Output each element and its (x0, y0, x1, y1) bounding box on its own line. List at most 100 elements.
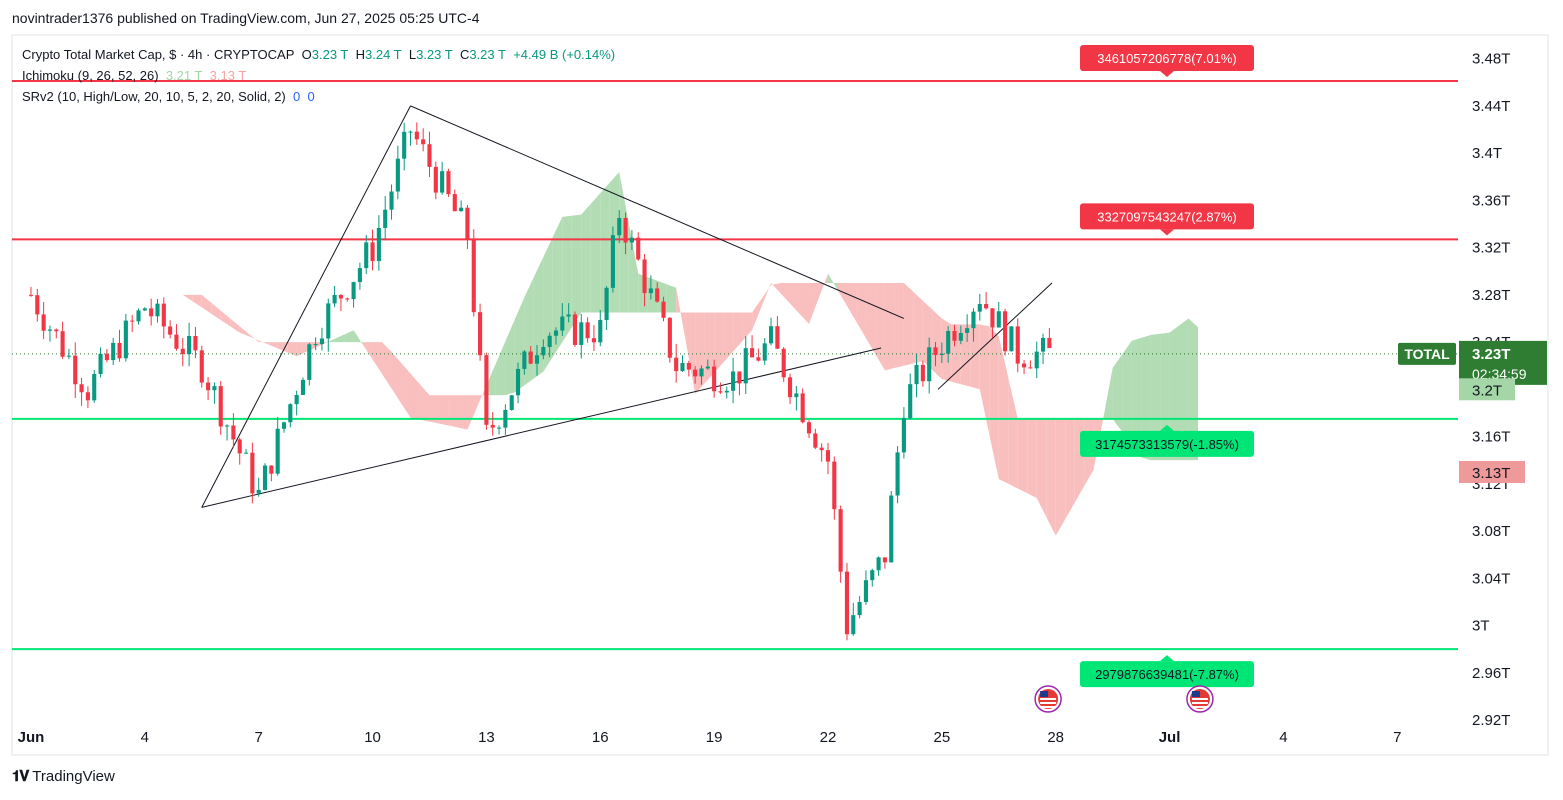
candle-body (572, 314, 578, 345)
cloud-bear-segment (856, 283, 866, 339)
candle-body (28, 294, 34, 296)
candle (123, 313, 128, 362)
trendline[interactable] (937, 282, 1053, 390)
candle-body (731, 371, 736, 391)
publisher-line: novintrader1376 published on TradingView… (12, 10, 480, 26)
us-flag-icon[interactable] (1186, 685, 1214, 713)
cloud-bear-segment (837, 283, 847, 306)
price-badge: 3.2T (1459, 378, 1515, 401)
candle-body (768, 326, 774, 344)
candle (876, 556, 881, 576)
candle (705, 359, 710, 370)
candle (503, 404, 508, 435)
candle (737, 371, 742, 396)
cloud-bear-segment (809, 283, 819, 324)
candle-body (142, 308, 147, 311)
cloud-bear-segment (192, 294, 202, 308)
cloud-bear-segment (932, 309, 942, 380)
candle (376, 215, 381, 271)
cloud-bull-segment (344, 330, 354, 343)
candle-body (338, 295, 343, 299)
candle (889, 490, 894, 563)
candle (908, 373, 913, 420)
symbol-badge-text: TOTAL (1404, 346, 1450, 362)
cloud-bear-segment (704, 312, 715, 384)
trendline[interactable] (201, 105, 411, 508)
time-axis[interactable]: Jun 4 7 10 13 16 19 22 25 28 Jul 4 7 (18, 729, 1402, 746)
cloud-bear-segment (865, 283, 876, 355)
x-tick-label: 13 (478, 729, 495, 746)
candle (149, 298, 154, 326)
level-label-arrow (1160, 229, 1174, 236)
x-tick-label: 4 (141, 729, 149, 746)
cloud-bull-segment (1169, 325, 1180, 461)
x-tick-label: 7 (255, 729, 263, 746)
candle-body (307, 344, 312, 380)
candle (218, 381, 223, 435)
cloud-bull-segment (552, 216, 563, 357)
candle (661, 296, 666, 322)
candle-body (977, 304, 982, 312)
cloud-bear-segment (410, 373, 420, 420)
symbol-name: Crypto Total Market Cap, $ · 4h · CRYPTO… (22, 47, 295, 62)
candle-body (844, 571, 850, 635)
cloud-bear-segment (211, 302, 221, 321)
cloud-bull-segment (1150, 333, 1161, 461)
legend-symbol-row[interactable]: Crypto Total Market Cap, $ · 4h · CRYPTO… (22, 44, 615, 65)
candle-body (193, 335, 198, 351)
candle-body (927, 347, 932, 382)
candle-body (218, 386, 223, 427)
legend-srv2-row[interactable]: SRv2 (10, High/Low, 20, 10, 5, 2, 20, So… (22, 86, 615, 107)
legend-ichimoku-row[interactable]: Ichimoku (9, 26, 52, 26) 3.21 T 3.13 T (22, 65, 615, 86)
candle (98, 347, 103, 378)
us-flag-icon[interactable] (1034, 685, 1062, 713)
candle (433, 161, 438, 200)
candle-body (870, 570, 875, 581)
candle-body (1028, 367, 1033, 369)
x-tick-label: 4 (1279, 729, 1287, 746)
candle-body (528, 351, 533, 364)
candle-body (832, 461, 837, 510)
cloud-bear-segment (733, 312, 743, 352)
ichimoku-value-2: 3.13 T (209, 68, 247, 83)
candle (566, 303, 571, 323)
candle (130, 314, 135, 333)
candle (882, 557, 887, 569)
cloud-bear-segment (970, 324, 980, 390)
candle-body (939, 353, 944, 355)
level-label-text: 3461057206778(7.01%) (1097, 51, 1237, 66)
trendline[interactable] (410, 105, 905, 319)
candle-body (509, 395, 514, 410)
candle (262, 463, 268, 491)
trendline[interactable] (201, 347, 882, 508)
candle-body (901, 418, 906, 453)
candle (326, 298, 331, 352)
tv-brand-text: TradingView (32, 768, 115, 785)
candle (66, 348, 71, 360)
tradingview-logo[interactable]: 𝟏𝐕 TradingView (12, 768, 115, 785)
candle-body (262, 465, 268, 490)
high-value: 3.24 T (365, 47, 402, 62)
candle-body (446, 171, 451, 195)
candle (572, 311, 578, 347)
last-price-badge (1459, 340, 1547, 385)
candle-body (908, 384, 913, 419)
candle-body (636, 237, 641, 260)
cloud-bear-segment (894, 283, 904, 369)
candle-body (787, 377, 793, 398)
cloud-bear-segment (979, 324, 990, 435)
candle-body (781, 348, 786, 378)
candle (1003, 308, 1008, 356)
y-tick-label: 2.96T (1472, 665, 1510, 682)
candle-body (281, 422, 287, 429)
candle (528, 345, 533, 365)
candle (674, 343, 679, 383)
cloud-bear-segment (429, 395, 439, 424)
cloud-bear-segment (363, 342, 373, 360)
candle (813, 428, 818, 450)
cloud-bear-segment (401, 362, 411, 418)
cloud-bull-segment (666, 284, 677, 313)
candle-body (212, 386, 217, 391)
candle-body (85, 392, 90, 401)
